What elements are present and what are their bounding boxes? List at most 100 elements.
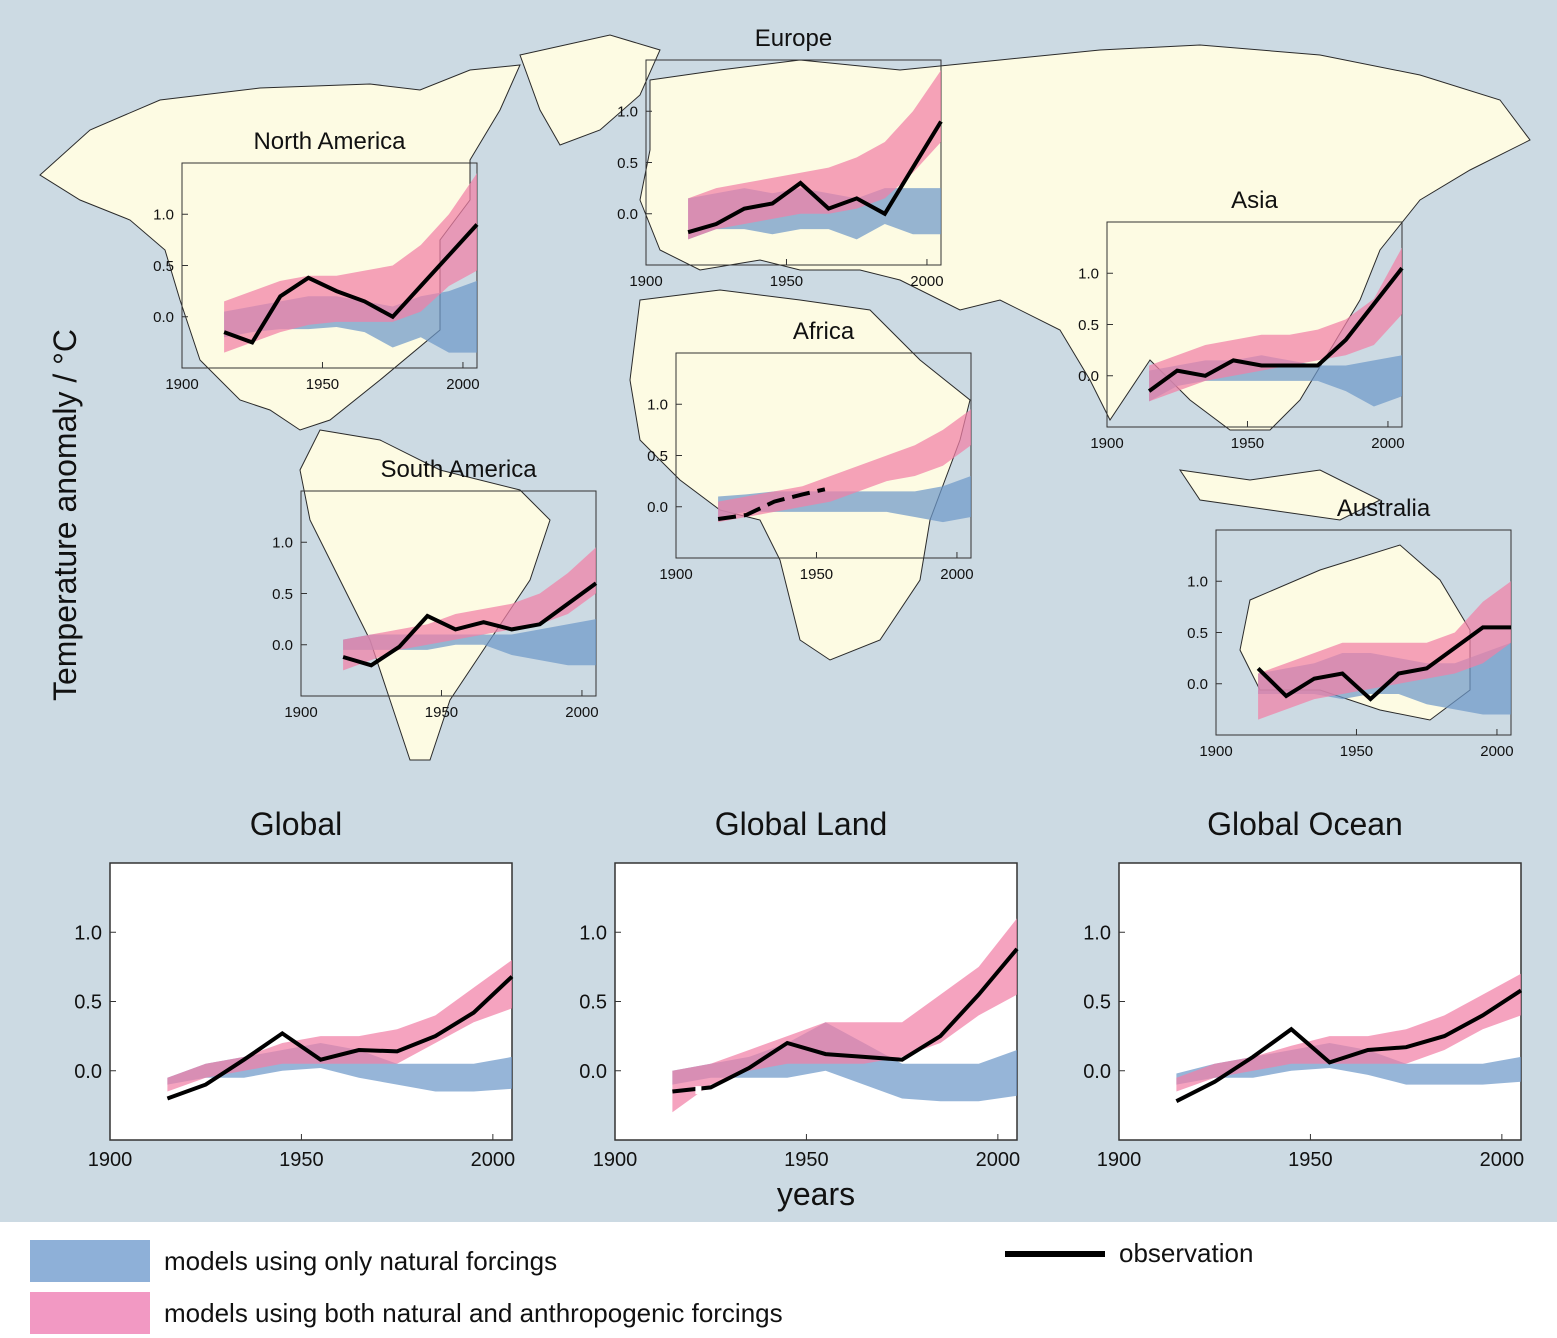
y-tick-label: 0.5 <box>647 448 668 465</box>
legend-anthro-label: models using both natural and anthropoge… <box>164 1297 783 1328</box>
y-axis-label: Temperature anomaly / °C <box>47 329 83 701</box>
x-tick-label: 1950 <box>1340 743 1373 760</box>
y-tick-label: 1.0 <box>1078 266 1099 283</box>
x-tick-label: 2000 <box>910 273 943 290</box>
observation-line <box>1256 625 1511 702</box>
anthropogenic-forcing-band <box>1258 581 1511 720</box>
observation-line <box>342 581 598 668</box>
legend-natural-swatch <box>30 1240 150 1282</box>
y-tick-label: 0.5 <box>1187 625 1208 642</box>
panel-title: Global Ocean <box>1207 806 1403 842</box>
x-tick-label: 2000 <box>565 704 598 721</box>
x-axis-label: years <box>777 1176 855 1212</box>
x-tick-label: 1900 <box>284 704 317 721</box>
anthropogenic-forcing-band <box>224 173 477 353</box>
x-tick-label: 1950 <box>800 566 833 583</box>
y-tick-label: 0.5 <box>1078 317 1099 334</box>
panel-australia: 1.0 0.5 0.0 1900 1950 2000 Australia <box>1187 495 1513 760</box>
anthropogenic-forcing-band <box>167 960 512 1092</box>
y-tick-label: 1.0 <box>74 922 102 944</box>
x-tick-label: 1900 <box>88 1149 133 1171</box>
x-tick-label: 2000 <box>446 376 479 393</box>
y-tick-label: 0.0 <box>272 637 293 654</box>
x-tick-label: 1900 <box>1090 435 1123 452</box>
x-tick-label: 1950 <box>306 376 339 393</box>
x-tick-label: 1950 <box>1288 1149 1333 1171</box>
y-tick-label: 0.0 <box>647 499 668 516</box>
observation-line <box>717 487 826 521</box>
x-tick-label: 1900 <box>593 1149 638 1171</box>
panel-europe: 1.0 0.5 0.0 1900 1950 2000 Europe <box>617 25 943 290</box>
x-tick-label: 2000 <box>1480 743 1513 760</box>
panel-frame <box>1118 862 1522 1141</box>
y-tick-label: 1.0 <box>272 535 293 552</box>
panel-global-land: 1.0 0.5 0.0 1900 1950 2000 Global Land <box>579 806 1020 1171</box>
panel-title: Africa <box>793 318 855 345</box>
observation-line <box>1147 266 1404 393</box>
y-tick-label: 1.0 <box>579 922 607 944</box>
panel-asia: 1.0 0.5 0.0 1900 1950 2000 Asia <box>1078 187 1404 452</box>
land-indonesia <box>1178 469 1382 521</box>
y-tick-label: 1.0 <box>1187 574 1208 591</box>
panel-title: Europe <box>755 25 832 52</box>
panel-global: 1.0 0.5 0.0 1900 1950 2000 Global <box>74 806 515 1171</box>
y-tick-label: 0.0 <box>1083 1061 1111 1083</box>
land-south-america <box>299 429 551 761</box>
observation-line <box>166 975 514 1101</box>
anthropogenic-forcing-band <box>1176 973 1521 1092</box>
x-tick-label: 2000 <box>976 1149 1021 1171</box>
legend-observation: observation <box>1005 1238 1253 1269</box>
legend-natural-label: models using only natural forcings <box>164 1245 558 1276</box>
x-tick-label: 2000 <box>1480 1149 1525 1171</box>
panel-title: North America <box>253 128 406 155</box>
y-tick-label: 0.0 <box>153 309 174 326</box>
panel-title: Global Land <box>715 806 888 842</box>
legend-natural: models using only natural forcings <box>30 1240 557 1282</box>
panel-africa: 1.0 0.5 0.0 1900 1950 2000 Africa <box>647 318 973 583</box>
legend-observation-label: observation <box>1119 1238 1254 1268</box>
x-tick-label: 1950 <box>1231 435 1264 452</box>
x-tick-label: 1950 <box>784 1149 829 1171</box>
x-tick-label: 1900 <box>1097 1149 1142 1171</box>
y-tick-label: 0.5 <box>153 258 174 275</box>
x-tick-label: 2000 <box>940 566 973 583</box>
y-tick-label: 0.5 <box>1083 992 1111 1014</box>
observation-line <box>687 120 943 235</box>
legend-anthro-swatch <box>30 1292 150 1334</box>
panel-north-america: 1.0 0.5 0.0 1900 1950 2000 North America <box>153 128 479 393</box>
y-tick-label: 0.0 <box>1078 368 1099 385</box>
y-tick-label: 0.0 <box>579 1061 607 1083</box>
panel-south-america: 1.0 0.5 0.0 1900 1950 2000 South America <box>272 456 598 721</box>
x-tick-label: 2000 <box>1371 435 1404 452</box>
observation-line <box>1175 988 1523 1103</box>
observation-gap <box>379 654 385 660</box>
x-tick-label: 1900 <box>1199 743 1232 760</box>
y-tick-label: 1.0 <box>153 207 174 224</box>
anthropogenic-forcing-band <box>688 70 941 240</box>
anthropogenic-forcing-band <box>718 409 971 523</box>
y-tick-label: 0.5 <box>579 992 607 1014</box>
natural-forcing-band <box>343 619 596 666</box>
y-tick-label: 1.0 <box>617 104 638 121</box>
natural-forcing-band <box>167 1043 512 1092</box>
x-tick-label: 1950 <box>425 704 458 721</box>
observation-line <box>223 223 479 345</box>
y-tick-label: 0.0 <box>74 1061 102 1083</box>
panel-global-ocean: 1.0 0.5 0.0 1900 1950 2000 Global Ocean <box>1083 806 1524 1171</box>
panel-title: Asia <box>1231 187 1278 214</box>
legend-observation-swatch <box>1005 1250 1105 1257</box>
y-tick-label: 0.5 <box>272 586 293 603</box>
y-tick-label: 1.0 <box>647 397 668 414</box>
panel-title: Global <box>250 806 343 842</box>
x-tick-label: 1900 <box>659 566 692 583</box>
land-greenland <box>519 34 661 146</box>
x-tick-label: 1900 <box>629 273 662 290</box>
x-tick-label: 1950 <box>770 273 803 290</box>
land-africa <box>629 289 971 661</box>
y-tick-label: 0.0 <box>617 206 638 223</box>
observation-line <box>672 947 1019 1094</box>
y-tick-label: 0.5 <box>617 155 638 172</box>
panel-title: South America <box>380 456 537 483</box>
panel-title: Australia <box>1337 495 1431 522</box>
